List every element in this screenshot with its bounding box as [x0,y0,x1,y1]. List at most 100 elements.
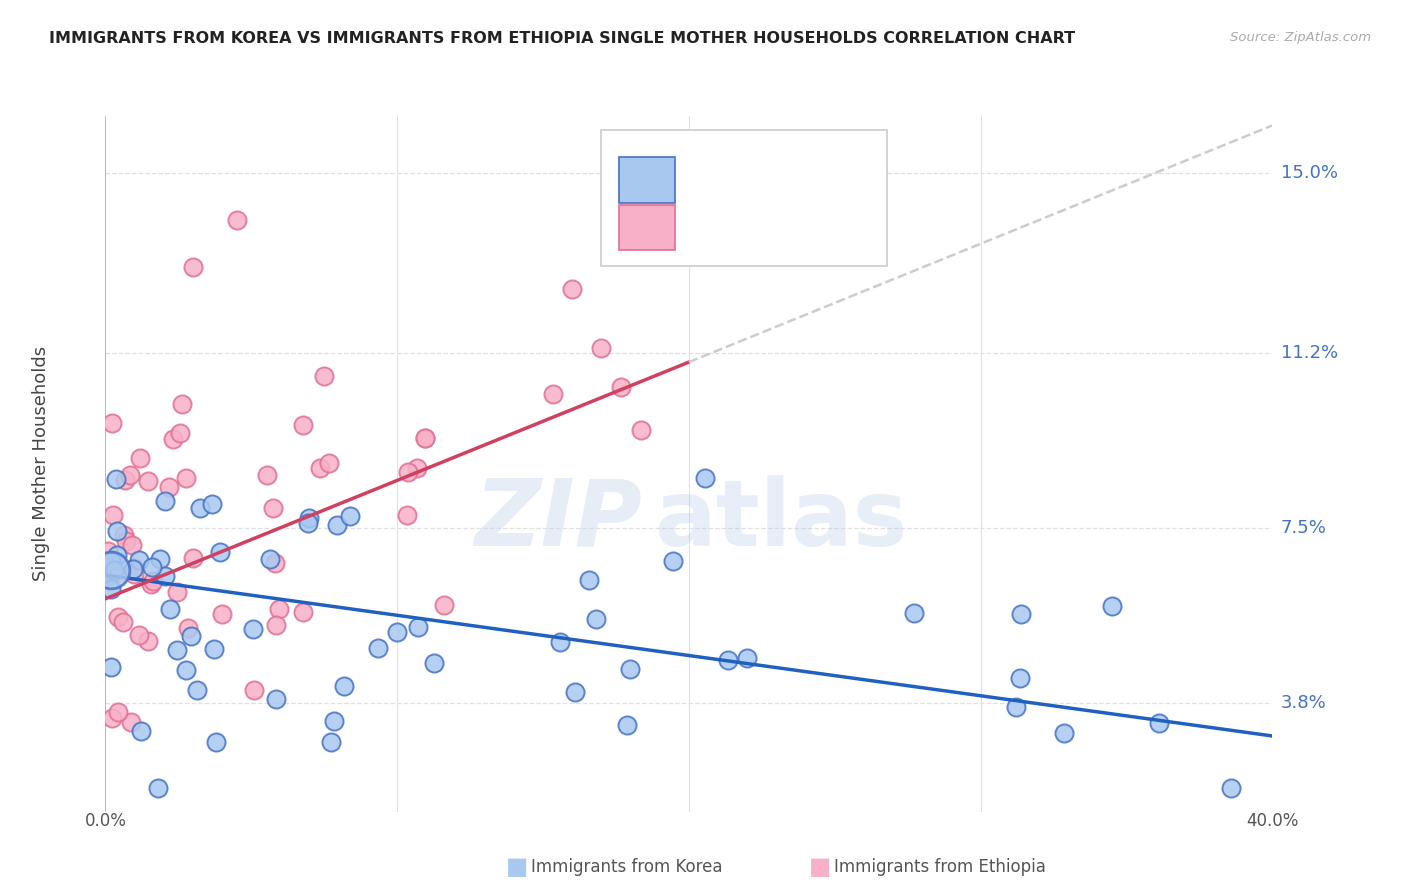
Text: atlas: atlas [654,475,907,565]
Point [170,397,193,411]
Point [120,715,142,730]
Point [314,369,336,384]
Point [100,582,122,597]
Point [107,705,129,719]
Point [619,662,641,676]
Text: R =  0.345   N = 50: R = 0.345 N = 50 [683,219,873,236]
Point [188,501,211,516]
Point [543,387,565,401]
Point [1147,716,1170,731]
Point [423,656,446,670]
Point [112,527,135,541]
FancyBboxPatch shape [619,204,675,250]
Point [128,627,150,641]
Point [309,461,332,475]
Point [103,563,125,577]
Text: Single Mother Households: Single Mother Households [32,346,51,582]
Point [561,282,583,296]
Point [142,574,165,589]
Point [104,472,127,486]
Point [1053,726,1076,740]
Point [157,480,180,494]
Text: ■: ■ [808,855,831,879]
Point [1004,699,1026,714]
Point [578,573,600,587]
Point [208,545,231,559]
Text: 15.0%: 15.0% [1281,164,1337,182]
Text: IMMIGRANTS FROM KOREA VS IMMIGRANTS FROM ETHIOPIA SINGLE MOTHER HOUSEHOLDS CORRE: IMMIGRANTS FROM KOREA VS IMMIGRANTS FROM… [49,31,1076,46]
Point [97,544,120,558]
Point [267,602,290,616]
FancyBboxPatch shape [602,130,887,266]
Point [169,426,191,441]
Point [413,431,436,445]
Point [166,643,188,657]
Point [118,467,141,482]
Point [101,711,124,725]
Point [264,618,287,632]
Point [333,679,356,693]
Point [297,516,319,530]
Point [548,635,571,649]
Point [610,380,633,394]
Point [202,642,225,657]
Point [141,560,163,574]
Point [291,605,314,619]
Point [367,640,389,655]
Point [406,620,429,634]
Point [100,563,122,577]
Point [100,416,122,430]
Text: 0.0%: 0.0% [84,812,127,830]
Point [105,524,128,539]
Point [138,634,160,648]
Text: ZIP: ZIP [474,475,643,565]
Point [262,500,284,515]
Point [717,653,740,667]
Point [661,554,683,568]
Point [148,780,170,795]
Point [141,576,163,591]
Point [321,735,343,749]
Point [322,714,344,728]
Point [256,468,278,483]
Point [242,622,264,636]
Text: Immigrants from Korea: Immigrants from Korea [531,858,723,876]
Point [1008,671,1031,685]
Point [903,606,925,620]
Point [100,554,122,568]
Text: R = -0.250   N = 54: R = -0.250 N = 54 [683,171,873,189]
Point [100,660,122,674]
FancyBboxPatch shape [619,157,675,202]
Point [630,423,652,437]
Point [100,568,122,582]
Point [591,341,613,355]
Point [693,471,716,485]
Point [1101,599,1123,614]
Point [1220,780,1243,795]
Point [616,718,638,732]
Text: 40.0%: 40.0% [1246,812,1299,830]
Point [111,615,134,629]
Point [174,471,197,485]
Point [325,517,347,532]
Point [105,548,128,562]
Point [107,610,129,624]
Point [129,723,152,738]
Point [122,561,145,575]
Point [264,692,287,706]
Point [225,213,247,227]
Point [413,431,436,445]
Point [174,663,197,677]
Point [155,494,177,508]
Point [155,568,177,582]
Point [396,508,419,522]
Point [387,624,409,639]
Point [585,612,607,626]
Point [186,682,208,697]
Point [298,511,321,525]
Text: 3.8%: 3.8% [1281,694,1326,712]
Point [181,260,204,275]
Text: ■: ■ [506,855,529,879]
Point [181,550,204,565]
Point [162,433,184,447]
